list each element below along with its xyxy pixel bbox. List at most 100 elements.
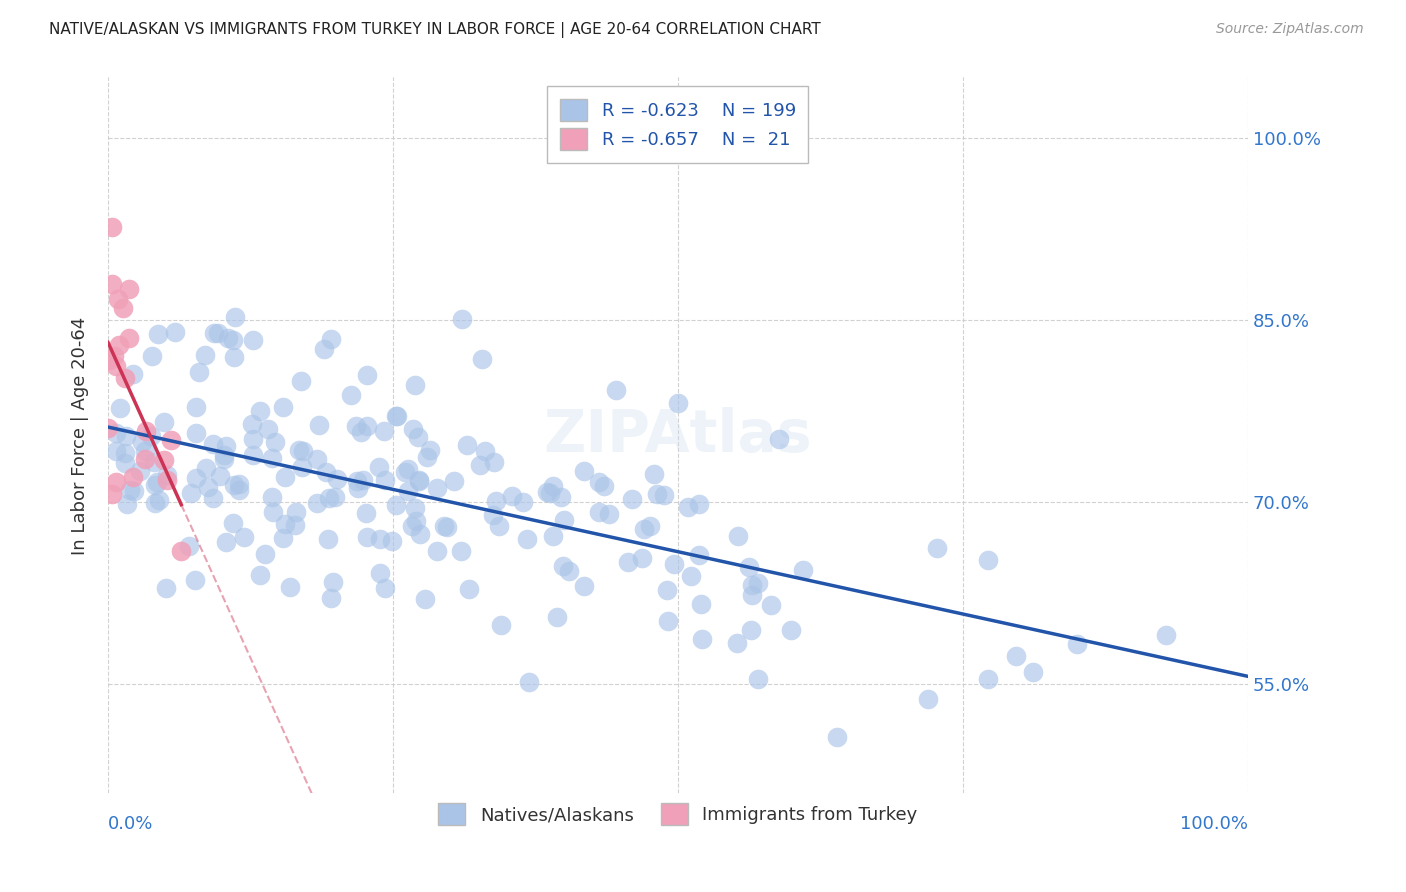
Point	[115, 428, 138, 442]
Point	[326, 472, 349, 486]
Point	[436, 520, 458, 534]
Point	[108, 401, 131, 416]
Point	[139, 429, 162, 443]
Point	[501, 489, 523, 503]
Point	[747, 575, 769, 590]
Point	[254, 547, 277, 561]
Point	[1066, 638, 1088, 652]
Point	[155, 582, 177, 596]
Point	[374, 582, 396, 596]
Point	[662, 557, 685, 571]
Point	[546, 609, 568, 624]
Text: ZIPAtlas: ZIPAtlas	[544, 407, 813, 464]
Point	[643, 467, 665, 481]
Point	[212, 448, 235, 462]
Point	[652, 488, 675, 502]
Point	[572, 579, 595, 593]
Point	[761, 599, 783, 613]
Y-axis label: In Labor Force | Age 20-64: In Labor Force | Age 20-64	[72, 317, 89, 555]
Point	[688, 497, 710, 511]
Point	[474, 444, 496, 458]
Point	[284, 518, 307, 533]
Point	[217, 331, 239, 345]
Point	[558, 564, 581, 578]
Point	[322, 575, 344, 590]
Point	[633, 523, 655, 537]
Point	[104, 359, 127, 373]
Point	[271, 400, 294, 414]
Point	[108, 338, 131, 352]
Point	[725, 636, 748, 650]
Point	[340, 388, 363, 402]
Point	[118, 331, 141, 345]
Point	[396, 483, 419, 498]
Point	[128, 463, 150, 477]
Point	[394, 465, 416, 479]
Point	[104, 426, 127, 441]
Point	[121, 470, 143, 484]
Point	[160, 433, 183, 447]
Point	[373, 424, 395, 438]
Point	[321, 591, 343, 606]
Point	[917, 692, 939, 706]
Point	[408, 474, 430, 488]
Text: Source: ZipAtlas.com: Source: ZipAtlas.com	[1216, 22, 1364, 37]
Point	[617, 555, 640, 569]
Point	[114, 371, 136, 385]
Point	[274, 517, 297, 532]
Point	[170, 544, 193, 558]
Point	[768, 432, 790, 446]
Point	[141, 349, 163, 363]
Point	[274, 470, 297, 484]
Point	[553, 513, 575, 527]
Point	[228, 483, 250, 497]
Point	[115, 496, 138, 510]
Point	[249, 568, 271, 582]
Point	[344, 418, 367, 433]
Point	[100, 487, 122, 501]
Point	[290, 375, 312, 389]
Point	[676, 500, 699, 514]
Point	[184, 471, 207, 485]
Point	[551, 559, 574, 574]
Point	[212, 451, 235, 466]
Point	[485, 493, 508, 508]
Point	[1156, 628, 1178, 642]
Point	[208, 469, 231, 483]
Point	[180, 486, 202, 500]
Point	[408, 473, 430, 487]
Point	[468, 458, 491, 472]
Point	[666, 395, 689, 409]
Point	[727, 529, 749, 543]
Point	[146, 327, 169, 342]
Point	[516, 532, 538, 546]
Text: 100.0%: 100.0%	[1180, 815, 1249, 833]
Point	[305, 452, 328, 467]
Point	[222, 334, 245, 348]
Point	[747, 673, 769, 687]
Point	[242, 448, 264, 462]
Point	[195, 460, 218, 475]
Point	[681, 569, 703, 583]
Point	[100, 277, 122, 291]
Point	[471, 352, 494, 367]
Point	[741, 588, 763, 602]
Point	[242, 333, 264, 347]
Point	[97, 353, 120, 368]
Point	[491, 618, 513, 632]
Point	[120, 483, 142, 497]
Point	[488, 519, 510, 533]
Point	[349, 425, 371, 439]
Point	[450, 544, 472, 558]
Point	[384, 498, 406, 512]
Point	[346, 475, 368, 489]
Point	[381, 534, 404, 549]
Point	[97, 421, 120, 435]
Point	[432, 519, 454, 533]
Point	[352, 473, 374, 487]
Point	[620, 491, 643, 506]
Point	[572, 465, 595, 479]
Point	[100, 219, 122, 234]
Point	[543, 529, 565, 543]
Point	[482, 508, 505, 523]
